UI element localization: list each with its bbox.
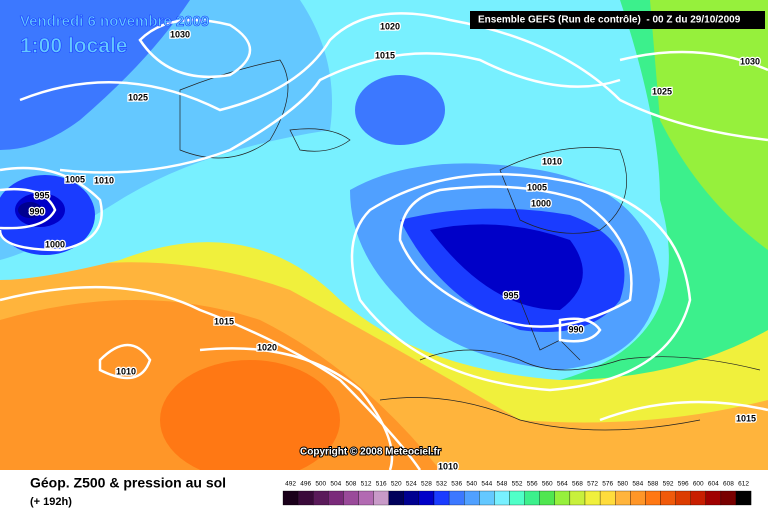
run-info: Ensemble GEFS (Run de contrôle) - 00 Z d… (478, 15, 741, 26)
legend-label: 512 (361, 481, 372, 488)
legend-swatch (584, 490, 601, 506)
legend: 492 496 500 504 508 512 516 520 524 528 532 536 540 5… (282, 481, 752, 506)
legend-swatch (690, 490, 706, 506)
footer-subtitle: (+ 192h) (30, 496, 72, 508)
legend-label: 588 (648, 481, 659, 488)
legend-swatch (645, 490, 661, 506)
legend-label: 580 (617, 481, 628, 488)
legend-swatch (297, 490, 314, 506)
legend-swatch (660, 490, 676, 506)
isobar-label: 1010 (542, 156, 562, 166)
legend-label: 600 (693, 481, 704, 488)
legend-swatch (599, 490, 616, 506)
legend-swatch (464, 490, 480, 506)
legend-label: 524 (406, 481, 417, 488)
legend-label: 604 (708, 481, 719, 488)
legend-swatch (630, 490, 646, 506)
legend-label: 496 (300, 481, 311, 488)
legend-label: 548 (497, 481, 508, 488)
legend-swatch (524, 490, 540, 506)
isobar-label: 990 (29, 206, 44, 216)
legend-swatch (373, 490, 389, 506)
field (0, 0, 768, 480)
legend-label: 528 (421, 481, 432, 488)
legend-label: 564 (557, 481, 568, 488)
legend-swatch (569, 490, 586, 506)
legend-swatch (720, 490, 737, 506)
footer-title: Géop. Z500 & pression au sol (30, 475, 226, 491)
isobar-labels: 1030 1020 1015 1030 1025 1025 1005 1010 995 990 10… (28, 20, 761, 473)
legend-swatch (313, 490, 329, 506)
isobar-label: 1020 (257, 342, 277, 352)
legend-swatch (343, 490, 359, 506)
legend-swatch (509, 490, 525, 506)
run-box (470, 11, 765, 29)
legend-swatch (675, 490, 691, 506)
legend-swatch (448, 490, 465, 506)
legend-label: 608 (723, 481, 734, 488)
isobar-label: 995 (34, 190, 49, 200)
legend-swatch (479, 490, 495, 506)
isobar-label: 1010 (94, 175, 114, 185)
isobar-label: 1015 (375, 50, 395, 60)
isobar-label: 1000 (531, 198, 551, 208)
legend-swatch (358, 490, 374, 506)
coastlines (179, 59, 761, 431)
legend-label: 544 (481, 481, 492, 488)
legend-label: 584 (632, 481, 643, 488)
legend-label: 540 (466, 481, 477, 488)
isobar-label: 1025 (128, 92, 148, 102)
isobar-label: 1015 (736, 413, 756, 423)
legend-label: 556 (527, 481, 538, 488)
isobar-label: 1030 (170, 29, 190, 39)
legend-swatch (705, 490, 722, 506)
isobar-label: 1010 (116, 366, 136, 376)
legend-swatch (494, 490, 510, 506)
legend-label: 492 (285, 481, 296, 488)
isobar-label: 990 (568, 324, 583, 334)
legend-swatch (403, 490, 420, 506)
legend-label: 612 (738, 481, 749, 488)
legend-label: 536 (451, 481, 462, 488)
isobars (0, 12, 768, 471)
isobar-label: 1005 (527, 182, 547, 192)
time: 1:00 locale (20, 35, 127, 58)
legend-label: 576 (602, 481, 613, 488)
isobar-label: 1010 (438, 461, 458, 471)
legend-label: 500 (315, 481, 326, 488)
isobar-label: 995 (503, 290, 518, 300)
isobar-label: 1015 (214, 316, 234, 326)
isobar-label: 1030 (740, 56, 760, 66)
legend-swatch (418, 490, 435, 506)
legend-swatch (615, 490, 631, 506)
isobar-label: 1000 (45, 239, 65, 249)
legend-swatch (539, 490, 555, 506)
legend-label: 552 (512, 481, 523, 488)
date: Vendredi 6 novembre 2009 (20, 13, 209, 30)
legend-swatch (735, 490, 752, 506)
isobar-label: 1020 (380, 21, 400, 31)
legend-label: 596 (678, 481, 689, 488)
legend-label: 504 (330, 481, 341, 488)
legend-label: 520 (391, 481, 402, 488)
copyright: Copyright © 2008 Meteociel.fr (300, 447, 441, 458)
legend-label: 560 (542, 481, 553, 488)
isobar-label: 1005 (65, 174, 85, 184)
legend-label: 592 (663, 481, 674, 488)
isobar-label: 1025 (652, 86, 672, 96)
legend-swatch (282, 490, 299, 506)
legend-swatch (388, 490, 404, 506)
legend-swatch (328, 490, 344, 506)
legend-label: 572 (587, 481, 598, 488)
legend-label: 532 (436, 481, 447, 488)
legend-label: 516 (376, 481, 387, 488)
legend-label: 568 (572, 481, 583, 488)
legend-swatch (433, 490, 450, 506)
legend-swatch (554, 490, 571, 506)
legend-label: 508 (346, 481, 357, 488)
